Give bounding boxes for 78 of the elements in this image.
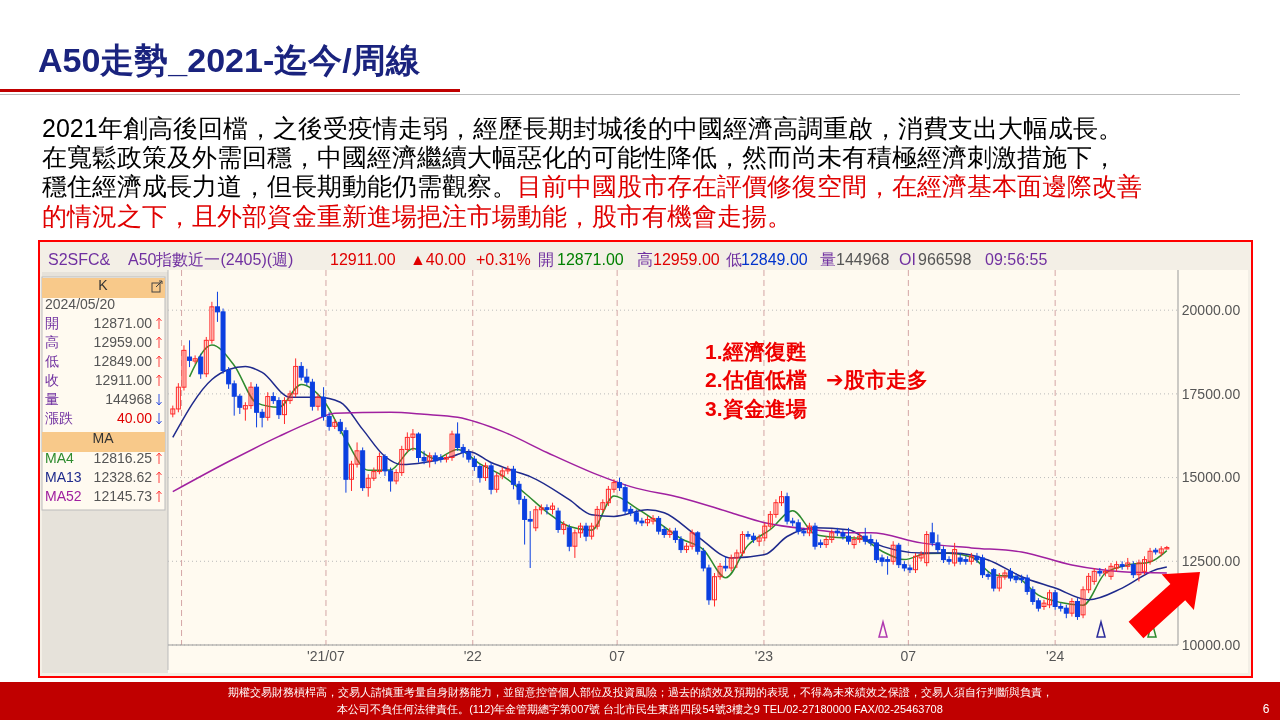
text: 144968 [836,251,890,268]
text: +0.31% [476,251,531,268]
candlestick [544,503,550,515]
candlestick [555,507,561,534]
text: 漲跌 [45,410,73,426]
text: 12871.00 [93,315,153,331]
text: 高 [637,251,653,268]
x-tick-label: '24 [1046,648,1065,664]
text: 高 [45,334,59,350]
x-tick-label: 07 [609,648,626,664]
candlestick [315,393,321,412]
text: 12849.00 [741,251,808,268]
candlestick [265,391,271,422]
x-tick-label: 07 [900,648,917,664]
y-tick-label: 17500.00 [1181,385,1241,402]
text: MA [92,430,115,446]
text: 低 [726,251,742,268]
text: K [98,277,109,293]
text: 12959.00 [93,334,153,350]
text: 期權交易財務槓桿高，交易人請慎重考量自身財務能力，並留意控管個人部位及投資風險；過去的績效及預期的表現，不得為未來績效之保證，交易人須自行判斷與負責， [227,686,1053,698]
text: 本公司不負任何法律責任。(112)年金管期總字第007號 台北市民生東路四段54號3樓之9 TEL/02-27180000 FAX/02-25463708 [337,703,943,715]
x-tick-label: '21/07 [307,648,346,664]
text: S2SFC& [48,251,111,268]
annotation: 1.經濟復甦 [705,340,807,363]
text: MA13 [45,469,82,485]
text: 12145.73 [93,488,153,504]
text: OI [899,251,916,268]
text: 量 [45,391,59,407]
text: 2021年創高後回檔，之後受疫情走弱，經歷長期封城後的中國經濟高調重啟，消費支出大幅成長。 [42,114,1123,142]
candlestick [890,540,896,566]
text: 量 [820,251,836,268]
candlestick [488,462,494,495]
text: 目前中國股市存在評價修復空間，在經濟基本面邊際改善 [517,172,1142,200]
text: 在寬鬆政策及外需回穩，中國經濟繼續大幅惡化的可能性降低，然而尚未有積極經濟刺激措施下， [42,143,1117,171]
y-tick-label: 20000.00 [1181,302,1241,319]
candlestick [198,353,204,380]
text: 12911.00 [330,251,396,268]
text: 2024/05/20 [45,296,116,312]
candlestick [192,354,198,365]
candlestick [583,522,589,542]
text: 12959.00 [653,251,720,268]
text: 開 [45,315,59,331]
text: 09:56:55 [985,251,1048,268]
text: 收 [45,372,59,388]
text: 穩住經濟成長力道，但長期動能仍需觀察。 [42,172,517,200]
text: 12328.62 [93,469,153,485]
text: 966598 [918,251,972,268]
x-tick-label: '23 [754,648,774,664]
text: 12911.00 [94,372,153,388]
text: 開 [538,251,554,268]
text: 的情況之下，且外部資金重新進場挹注市場動能，股市有機會走揚。 [42,202,792,230]
y-tick-label: 12500.00 [1181,553,1241,570]
text: 12871.00 [557,251,624,268]
annotation: ➔股市走多 [826,368,928,391]
y-tick-label: 10000.00 [1181,636,1241,653]
annotation: 3.資金進場 [705,397,807,421]
candlestick [566,523,572,552]
text: ▲40.00 [410,251,466,268]
candlestick [483,462,489,482]
candlestick [1069,597,1075,618]
text: 144968 [105,391,153,407]
text: 12849.00 [93,353,153,369]
candlestick [952,542,958,567]
text: MA52 [45,488,82,504]
text: 6 [1262,702,1270,716]
candlestick [561,520,567,536]
candlestick [427,451,433,469]
text: 低 [45,353,59,369]
text: A50指數近一(2405)(週) [128,251,294,268]
text: 12816.25 [93,450,153,466]
chart-title: A50走勢_2021-迄今/周線 [38,41,421,79]
text: MA4 [45,450,74,466]
candlestick [187,339,193,368]
candlestick [1074,597,1080,621]
text: 40.00 [116,410,153,426]
annotation: 2.估值低檔 [705,368,807,391]
y-tick-label: 15000.00 [1181,469,1241,486]
x-tick-label: '22 [463,648,483,664]
